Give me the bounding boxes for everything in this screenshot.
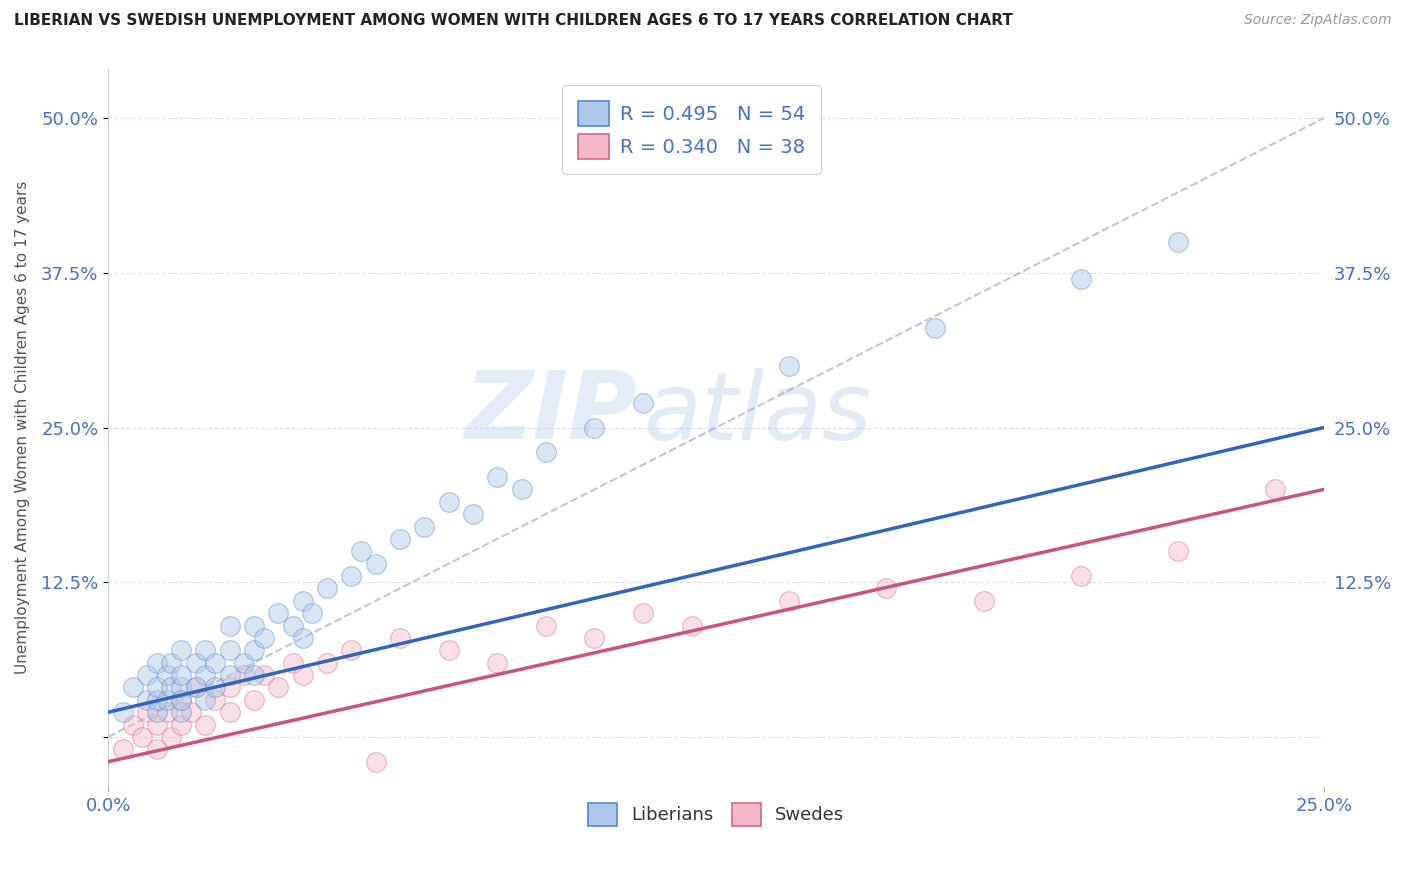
Point xyxy=(146,717,169,731)
Point xyxy=(170,693,193,707)
Point xyxy=(243,618,266,632)
Point xyxy=(204,693,226,707)
Point xyxy=(281,656,304,670)
Point xyxy=(160,730,183,744)
Point xyxy=(121,681,143,695)
Point xyxy=(281,618,304,632)
Text: atlas: atlas xyxy=(643,368,872,458)
Point xyxy=(146,681,169,695)
Point xyxy=(388,631,411,645)
Point xyxy=(583,420,606,434)
Point xyxy=(218,618,240,632)
Point xyxy=(1167,235,1189,249)
Point xyxy=(461,507,484,521)
Point xyxy=(1264,483,1286,497)
Point xyxy=(111,705,134,719)
Point xyxy=(170,717,193,731)
Point xyxy=(316,656,339,670)
Point xyxy=(437,495,460,509)
Point xyxy=(233,668,256,682)
Point xyxy=(146,742,169,756)
Point xyxy=(364,755,387,769)
Point xyxy=(631,606,654,620)
Point xyxy=(155,705,177,719)
Point xyxy=(267,681,290,695)
Point xyxy=(170,668,193,682)
Point xyxy=(136,668,159,682)
Point xyxy=(243,693,266,707)
Point xyxy=(131,730,153,744)
Point xyxy=(340,643,363,657)
Point xyxy=(170,705,193,719)
Point xyxy=(437,643,460,657)
Point xyxy=(253,631,276,645)
Point xyxy=(534,618,557,632)
Point xyxy=(1070,272,1092,286)
Point xyxy=(973,594,995,608)
Point xyxy=(243,668,266,682)
Point xyxy=(316,582,339,596)
Point xyxy=(486,656,509,670)
Point xyxy=(111,742,134,756)
Point xyxy=(486,470,509,484)
Point xyxy=(194,668,217,682)
Point xyxy=(146,656,169,670)
Point xyxy=(160,681,183,695)
Point xyxy=(180,705,202,719)
Point xyxy=(204,656,226,670)
Point xyxy=(146,705,169,719)
Point xyxy=(388,532,411,546)
Legend: Liberians, Swedes: Liberians, Swedes xyxy=(579,794,853,835)
Point xyxy=(291,594,314,608)
Point xyxy=(170,693,193,707)
Point xyxy=(924,321,946,335)
Text: Source: ZipAtlas.com: Source: ZipAtlas.com xyxy=(1244,13,1392,28)
Point xyxy=(170,681,193,695)
Point xyxy=(204,681,226,695)
Point xyxy=(184,681,207,695)
Point xyxy=(218,681,240,695)
Point xyxy=(170,643,193,657)
Point xyxy=(194,693,217,707)
Point xyxy=(631,396,654,410)
Point xyxy=(121,717,143,731)
Y-axis label: Unemployment Among Women with Children Ages 6 to 17 years: Unemployment Among Women with Children A… xyxy=(15,181,30,674)
Point xyxy=(875,582,897,596)
Point xyxy=(510,483,533,497)
Point xyxy=(681,618,703,632)
Point xyxy=(146,693,169,707)
Point xyxy=(778,359,800,373)
Point xyxy=(160,656,183,670)
Point xyxy=(340,569,363,583)
Point xyxy=(218,705,240,719)
Point xyxy=(291,631,314,645)
Point xyxy=(583,631,606,645)
Point xyxy=(136,705,159,719)
Point xyxy=(218,668,240,682)
Point xyxy=(194,643,217,657)
Text: ZIP: ZIP xyxy=(464,368,637,459)
Point xyxy=(155,668,177,682)
Point xyxy=(267,606,290,620)
Point xyxy=(534,445,557,459)
Point xyxy=(253,668,276,682)
Point xyxy=(301,606,323,620)
Point xyxy=(243,643,266,657)
Point xyxy=(218,643,240,657)
Point xyxy=(233,656,256,670)
Point xyxy=(194,717,217,731)
Point xyxy=(413,519,436,533)
Point xyxy=(364,557,387,571)
Text: LIBERIAN VS SWEDISH UNEMPLOYMENT AMONG WOMEN WITH CHILDREN AGES 6 TO 17 YEARS CO: LIBERIAN VS SWEDISH UNEMPLOYMENT AMONG W… xyxy=(14,13,1012,29)
Point xyxy=(136,693,159,707)
Point xyxy=(184,681,207,695)
Point xyxy=(1070,569,1092,583)
Point xyxy=(1167,544,1189,558)
Point xyxy=(184,656,207,670)
Point xyxy=(291,668,314,682)
Point xyxy=(155,693,177,707)
Point xyxy=(350,544,373,558)
Point xyxy=(778,594,800,608)
